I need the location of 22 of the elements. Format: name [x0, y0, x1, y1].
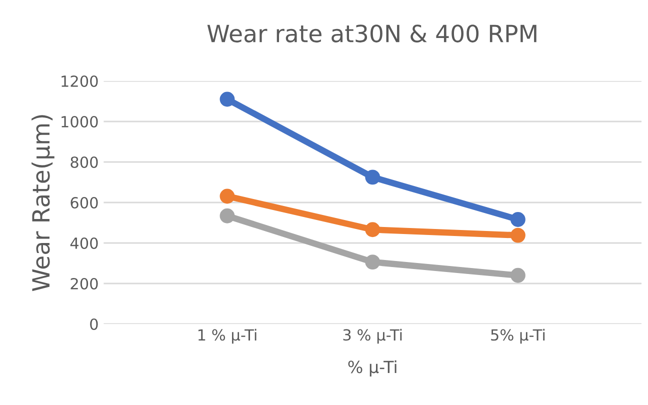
y-tick-label: 400	[70, 237, 98, 250]
x-tick-label: 5% μ-Ti	[491, 328, 545, 344]
y-tick-label: 0	[90, 318, 98, 330]
x-tick-label: 1 % μ-Ti	[198, 328, 256, 344]
y-axis-title: Wear Rate(µm)	[32, 115, 54, 292]
y-tick-label: 600	[70, 196, 98, 209]
y-tick-label: 200	[70, 278, 98, 290]
point	[220, 188, 235, 204]
point	[220, 208, 235, 224]
x-tick-label: 3 % μ-Ti	[343, 328, 402, 344]
point	[510, 212, 526, 227]
point	[365, 170, 380, 185]
y-tick-label: 800	[70, 156, 98, 168]
point	[365, 254, 380, 270]
y-tick-label: 1000	[62, 116, 98, 128]
point	[510, 228, 526, 243]
x-axis-title: % μ-Ti	[348, 360, 396, 376]
point	[220, 92, 235, 107]
point	[365, 222, 380, 238]
point	[510, 268, 526, 283]
y-tick-label: 1200	[62, 75, 98, 88]
chart-title: Wear rate at30N & 400 RPM	[207, 24, 536, 42]
